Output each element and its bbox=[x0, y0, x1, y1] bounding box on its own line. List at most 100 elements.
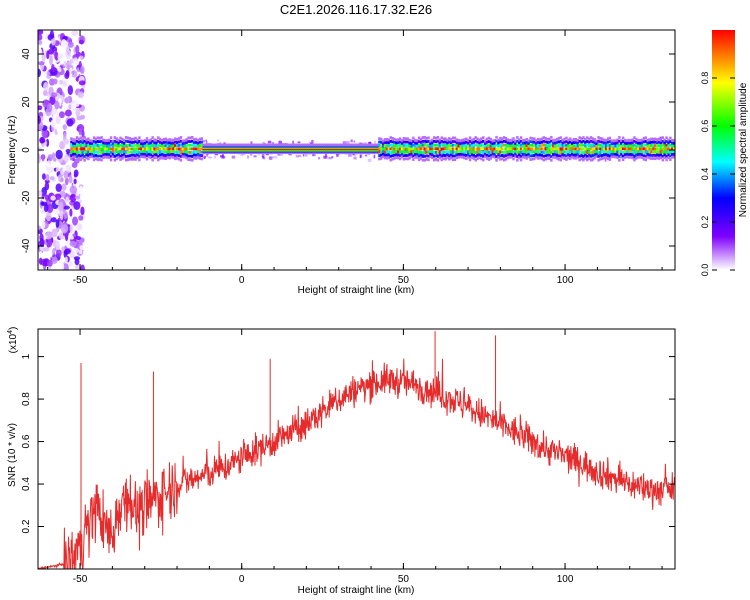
spectrogram-cell bbox=[391, 147, 394, 151]
spectrogram-cell bbox=[187, 147, 190, 151]
spectrogram-cell bbox=[58, 201, 64, 212]
spectrogram-cell bbox=[584, 150, 587, 154]
spectrogram-cell bbox=[72, 248, 80, 254]
spectrogram-cell bbox=[162, 156, 166, 160]
spectrogram-cell bbox=[501, 154, 504, 157]
spectrogram-cell bbox=[502, 139, 506, 143]
spectrogram-cell bbox=[657, 144, 661, 147]
spectrogram-cell bbox=[654, 137, 657, 141]
spectrogram-cell bbox=[631, 141, 634, 145]
spectrogram-cell bbox=[370, 143, 374, 147]
spectrogram-cell bbox=[398, 137, 402, 141]
spectrogram-cell bbox=[510, 150, 513, 153]
spectrogram-cell bbox=[140, 150, 143, 153]
spectrogram-cell bbox=[158, 153, 162, 157]
spectrogram-cell bbox=[582, 154, 585, 158]
spectrogram-cell bbox=[236, 143, 239, 147]
colorbar-tick-label: 0.2 bbox=[700, 216, 710, 229]
spectrogram-cell bbox=[385, 147, 389, 151]
spectrogram-cell bbox=[408, 141, 411, 145]
spectrogram-cell bbox=[179, 139, 183, 143]
spectrogram-cell bbox=[478, 150, 481, 154]
spectrogram-cell bbox=[324, 155, 328, 159]
spectrogram-cell bbox=[185, 153, 188, 157]
spectrogram-cell bbox=[395, 144, 398, 148]
spectrogram-cell bbox=[79, 140, 83, 143]
spectrogram-cell bbox=[295, 154, 299, 158]
spectrogram-cell bbox=[158, 137, 162, 141]
spectrogram-cell bbox=[499, 150, 502, 154]
spectrogram-cell bbox=[574, 150, 578, 154]
spectrogram-cell bbox=[646, 144, 649, 148]
spectrogram-cell bbox=[72, 144, 75, 148]
chart-title: C2E1.2026.116.17.32.E26 bbox=[280, 2, 432, 17]
spectrogram-cell bbox=[353, 143, 357, 147]
spectrogram-cell bbox=[563, 147, 566, 151]
spectrogram-cell bbox=[145, 150, 149, 154]
spectrogram-cell bbox=[68, 104, 72, 110]
spectrogram-cell bbox=[395, 147, 398, 151]
spectrogram-cell bbox=[123, 155, 126, 159]
spectrogram-cell bbox=[444, 144, 447, 147]
spectrogram-cell bbox=[446, 150, 449, 154]
spectrogram-cell bbox=[147, 142, 151, 145]
spectrogram-cell bbox=[177, 150, 181, 154]
spectrogram-cell bbox=[586, 140, 589, 143]
spectrogram-cell bbox=[669, 136, 672, 140]
spectrogram-cell bbox=[107, 147, 111, 151]
spectrogram-cell bbox=[45, 173, 50, 181]
spectrogram-cell bbox=[463, 144, 466, 148]
spectrogram-cell bbox=[578, 136, 581, 140]
spectrogram-cell bbox=[185, 147, 188, 151]
spectrogram-cell bbox=[569, 144, 572, 147]
spectrogram-cell bbox=[191, 155, 194, 158]
spectrogram-cell bbox=[472, 157, 476, 160]
spectrogram-cell bbox=[39, 238, 45, 247]
spectrogram-cell bbox=[334, 143, 338, 147]
spectrogram-cell bbox=[117, 150, 120, 154]
spectrogram-cell bbox=[553, 147, 557, 151]
spectrogram-cell bbox=[421, 154, 425, 158]
spectrogram-cell bbox=[642, 145, 645, 149]
spectrogram-cell bbox=[561, 141, 564, 145]
spectrogram-cell bbox=[83, 158, 86, 162]
spectrogram-cell bbox=[219, 143, 222, 147]
spectrogram-cell bbox=[434, 140, 438, 144]
spectrogram-cell bbox=[478, 156, 481, 160]
spectrogram-cell bbox=[259, 143, 262, 147]
spectrogram-cell bbox=[550, 151, 553, 155]
colorbar-label: Normalized spectral amplitude bbox=[738, 82, 749, 217]
spectrogram-cell bbox=[267, 140, 272, 144]
spectrogram-cell bbox=[140, 152, 143, 156]
spectrogram-cell bbox=[474, 143, 477, 147]
spectrogram-cell bbox=[521, 150, 525, 153]
snr-frame bbox=[37, 328, 676, 570]
snr-y-axis-label: SNR (10 * v/v) bbox=[7, 423, 18, 487]
spectrogram-cell bbox=[376, 143, 379, 147]
spectrogram-cell bbox=[552, 141, 555, 145]
spectrogram-cell bbox=[389, 139, 392, 143]
spectrogram-cell bbox=[381, 144, 385, 148]
spectrogram-cell bbox=[572, 144, 576, 148]
spectrogram-cell bbox=[73, 256, 81, 261]
spectrogram-cell bbox=[158, 147, 162, 151]
spectrogram-cell bbox=[378, 150, 381, 154]
spectrogram-cell bbox=[493, 139, 496, 142]
spectrogram-cell bbox=[61, 39, 67, 49]
spectrogram-cell bbox=[41, 173, 46, 180]
spectrogram-cell bbox=[417, 140, 421, 143]
spectrogram-cell bbox=[659, 153, 663, 157]
spectrogram-cell bbox=[130, 156, 134, 160]
spectrogram-cell bbox=[77, 140, 81, 144]
spectrogram-cell bbox=[587, 149, 590, 152]
spectrogram-cell bbox=[107, 150, 111, 154]
spectrogram-cell bbox=[548, 153, 551, 157]
spectrogram-cell bbox=[637, 150, 640, 154]
spectrogram-cell bbox=[434, 136, 438, 140]
spectrogram-cell bbox=[414, 138, 417, 142]
spectrogram-cell bbox=[572, 150, 576, 154]
spectrogram-cell bbox=[453, 158, 457, 161]
spectrogram-cell bbox=[162, 137, 166, 141]
spectrogram-cell bbox=[584, 149, 589, 153]
spectrogram-cell bbox=[92, 153, 95, 156]
